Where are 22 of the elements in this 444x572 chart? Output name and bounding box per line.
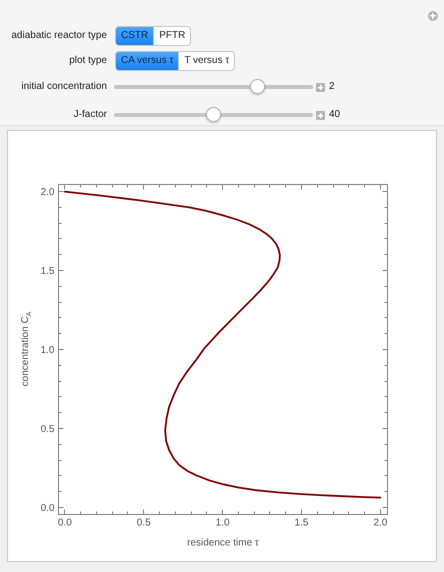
text: plot type — [68, 54, 107, 68]
line-series — [64, 190, 382, 499]
x-tick-label: 2.0 — [373, 518, 388, 528]
text: adiabatic reactor type — [10, 29, 107, 43]
x-axis-title: residence time τ — [187, 538, 259, 548]
y-tick-label: 2.0 — [40, 187, 55, 198]
button: T versus τ — [178, 52, 234, 70]
text: 40 — [329, 108, 340, 122]
x-tick-label: 0.0 — [58, 518, 72, 528]
x-tick-label: 1.5 — [294, 518, 309, 528]
y-tick-label: 0.0 — [40, 502, 55, 514]
x-tick-label: 1.0 — [216, 518, 230, 528]
text: J-factor — [72, 108, 107, 122]
x-tick-label: 0.5 — [136, 518, 152, 528]
text: 2 — [329, 80, 335, 94]
y-tick-label: 1.5 — [40, 266, 55, 278]
button: PFTR — [153, 27, 190, 45]
button: CSTR — [116, 27, 154, 45]
text: initial concentration — [20, 80, 107, 94]
y-tick-label: 0.5 — [40, 424, 55, 435]
button: CA versus τ — [116, 52, 178, 70]
y-tick-label: 1.0 — [40, 345, 55, 356]
